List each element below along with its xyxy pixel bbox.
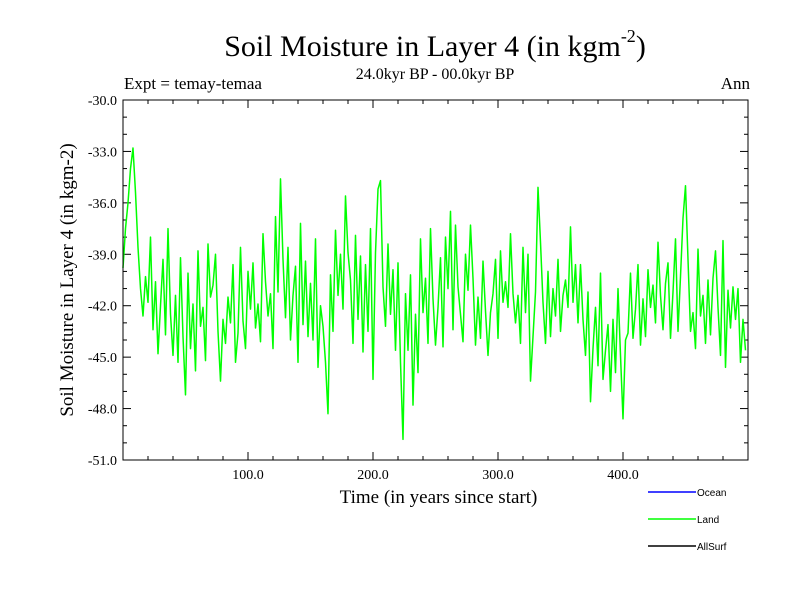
x-tick-label: 100.0 [232,468,264,483]
legend-label-ocean: Ocean [697,488,726,499]
y-tick-label: -33.0 [88,145,117,160]
y-tick-label: -45.0 [88,351,117,366]
legend-label-allsurf: AllSurf [697,542,727,553]
series-line-land [122,147,747,441]
y-tick-label: -39.0 [88,248,117,263]
chart-title: Soil Moisture in Layer 4 (in kgm-2) [224,26,646,63]
plot-frame [122,99,749,461]
x-tick-label: 200.0 [357,468,389,483]
x-axis-title: Time (in years since start) [340,487,538,508]
legend-label-land: Land [697,515,719,526]
x-tick-label: 400.0 [607,468,639,483]
y-tick-label: -51.0 [88,454,117,469]
y-tick-label: -36.0 [88,197,117,212]
y-tick-label: -48.0 [88,403,117,418]
x-tick-label: 300.0 [482,468,514,483]
season-label: Ann [720,74,750,93]
y-tick-label: -30.0 [88,94,117,109]
experiment-label: Expt = temay-temaa [124,74,262,93]
period-label: 24.0kyr BP - 00.0kyr BP [355,66,515,83]
y-axis-title: Soil Moisture in Layer 4 (in kgm-2) [57,143,78,416]
y-tick-label: -42.0 [88,300,117,315]
